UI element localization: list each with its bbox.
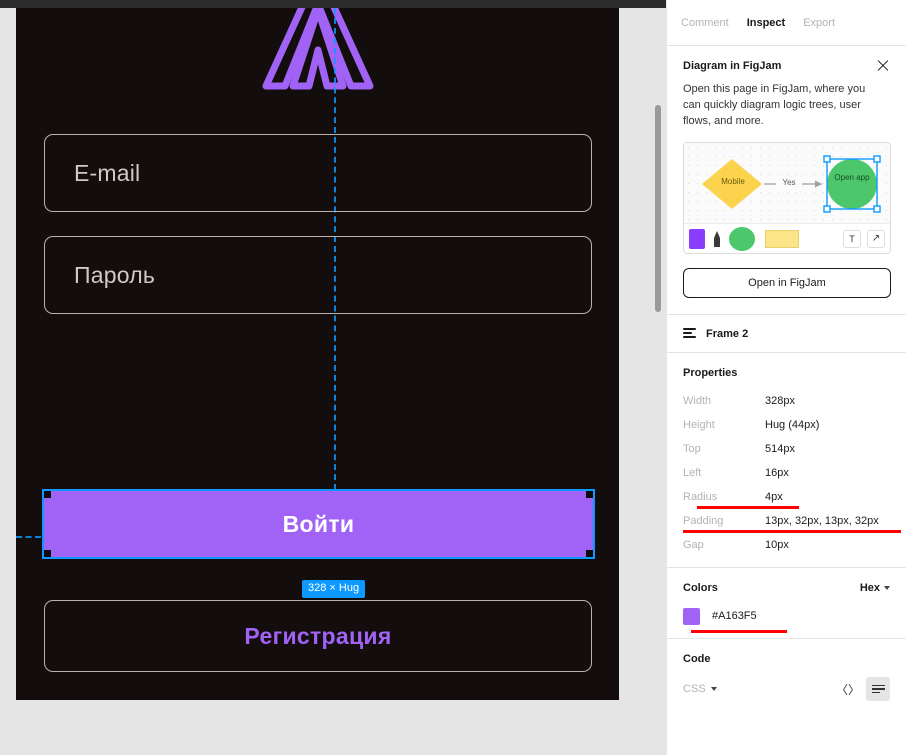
password-field-placeholder: Пароль	[74, 261, 156, 288]
tab-comment[interactable]: Comment	[681, 16, 729, 29]
register-button-label: Регистрация	[244, 622, 392, 649]
text-icon: T	[843, 229, 861, 248]
color-format-value: Hex	[859, 582, 880, 594]
chevron-down-icon	[884, 586, 890, 590]
properties-title: Properties	[683, 367, 738, 379]
sticky-note-icon	[765, 229, 799, 248]
property-row-left: Left 16px	[683, 461, 890, 485]
figjam-preview-canvas: Mobile Yes Open app	[684, 143, 890, 225]
code-title: Code	[683, 653, 711, 665]
property-key: Gap	[683, 539, 704, 551]
property-key: Height	[683, 419, 715, 431]
property-row-gap: Gap 10px	[683, 533, 890, 557]
property-value[interactable]: 13px, 32px, 13px, 32px	[765, 515, 879, 527]
code-header: Code	[683, 653, 890, 665]
figjam-promo-title: Diagram in FigJam	[683, 60, 782, 72]
artboard-login-screen[interactable]: E-mail Пароль Войти 328 × Hug Р	[16, 8, 619, 700]
code-brackets-icon[interactable]: 〈〉	[836, 682, 861, 697]
figjam-promo-header: Diagram in FigJam	[683, 60, 890, 73]
cursor-icon	[689, 228, 705, 249]
auto-layout-icon	[683, 328, 696, 339]
tab-export[interactable]: Export	[803, 16, 835, 29]
logo-icon	[243, 8, 393, 94]
code-lines-icon[interactable]	[866, 677, 890, 701]
property-value[interactable]: 16px	[765, 467, 789, 479]
property-value[interactable]: 4px	[765, 491, 783, 503]
size-badge: 328 × Hug	[302, 580, 366, 598]
connector-icon: ↗	[867, 229, 885, 248]
property-value[interactable]: 10px	[765, 539, 789, 551]
property-value[interactable]: 514px	[765, 443, 795, 455]
selected-layer-row[interactable]: Frame 2	[667, 315, 906, 353]
color-row[interactable]: #A163F5	[683, 604, 890, 633]
property-key: Left	[683, 467, 702, 479]
open-in-figjam-button[interactable]: Open in FigJam	[683, 268, 891, 298]
email-field[interactable]: E-mail	[44, 134, 592, 212]
login-button-label: Войти	[282, 510, 355, 537]
annotation-underline-color	[691, 630, 787, 633]
property-key: Padding	[683, 515, 724, 527]
close-icon[interactable]	[876, 59, 890, 73]
code-language-value: CSS	[683, 683, 706, 695]
vertical-scrollbar[interactable]	[655, 105, 661, 312]
property-key: Radius	[683, 491, 718, 503]
color-swatch[interactable]	[683, 607, 700, 625]
annotation-underline-radius	[697, 506, 799, 509]
colors-title: Colors	[683, 582, 718, 594]
property-key: Top	[683, 443, 701, 455]
password-field[interactable]: Пароль	[44, 236, 592, 314]
property-row-top: Top 514px	[683, 437, 890, 461]
colors-header: Colors Hex	[683, 582, 890, 594]
colors-section: Colors Hex #A163F5	[667, 568, 906, 639]
pen-icon	[711, 230, 723, 248]
selected-layer-name: Frame 2	[706, 327, 749, 340]
property-row-radius: Radius 4px	[683, 485, 890, 509]
inspect-panel: Comment Inspect Export Diagram in FigJam…	[666, 0, 906, 755]
alignment-guide-vertical	[334, 8, 336, 490]
figjam-preview-thumbnail: Mobile Yes Open app T ↗	[683, 142, 891, 254]
code-section: Code CSS 〈〉	[667, 639, 906, 711]
code-view-toggle: 〈〉	[836, 677, 890, 701]
register-button[interactable]: Регистрация	[44, 600, 592, 672]
canvas-gutter	[619, 8, 666, 755]
figjam-promo: Diagram in FigJam Open this page in FigJ…	[667, 46, 906, 315]
figjam-node-diamond-label: Mobile	[721, 177, 745, 186]
figjam-node-circle-label: Open app	[834, 173, 870, 182]
login-button[interactable]: Войти	[43, 490, 594, 558]
property-value[interactable]: Hug (44px)	[765, 419, 820, 431]
chevron-down-icon	[710, 687, 717, 691]
canvas-viewport[interactable]: E-mail Пароль Войти 328 × Hug Р	[0, 0, 666, 755]
toolbar-strip	[0, 0, 666, 8]
tab-inspect[interactable]: Inspect	[746, 16, 786, 29]
annotation-underline-padding	[683, 530, 901, 533]
code-controls: CSS 〈〉	[683, 677, 890, 701]
figjam-edge-label: Yes	[776, 178, 802, 187]
open-in-figjam-label: Open in FigJam	[748, 277, 826, 289]
shape-circle-icon	[729, 226, 755, 251]
alignment-guide-horizontal	[16, 536, 60, 538]
figjam-toolbar-preview: T ↗	[684, 223, 890, 253]
property-row-height: Height Hug (44px)	[683, 413, 890, 437]
property-value[interactable]: 328px	[765, 395, 795, 407]
property-row-width: Width 328px	[683, 389, 890, 413]
color-hex-value[interactable]: #A163F5	[712, 610, 757, 622]
code-language-select[interactable]: CSS	[683, 683, 717, 695]
email-field-placeholder: E-mail	[74, 159, 141, 186]
property-row-padding: Padding 13px, 32px, 13px, 32px	[683, 509, 901, 533]
properties-section: Properties Width 328px Height Hug (44px)…	[667, 353, 906, 568]
panel-tabs: Comment Inspect Export	[667, 0, 906, 46]
property-key: Width	[683, 395, 712, 407]
color-format-select[interactable]: Hex	[860, 582, 890, 594]
figjam-promo-body: Open this page in FigJam, where you can …	[683, 83, 866, 127]
